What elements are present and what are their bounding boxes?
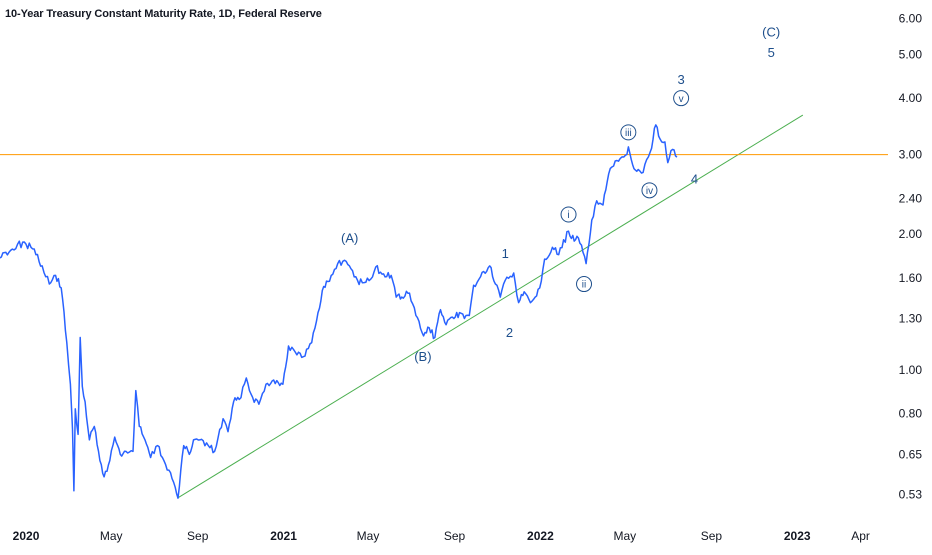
wave-label: iv — [646, 186, 653, 197]
trendline — [177, 114, 804, 499]
y-tick-label: 0.53 — [899, 487, 923, 501]
y-tick-label: 0.65 — [899, 447, 923, 461]
y-tick-label: 1.30 — [899, 312, 923, 326]
y-tick-label: 0.80 — [899, 407, 923, 421]
x-tick-label: May — [357, 529, 380, 543]
x-tick-label: Sep — [701, 529, 723, 543]
wave-label: 1 — [502, 246, 509, 261]
y-tick-label: 6.00 — [899, 12, 923, 26]
wave-label: (A) — [341, 231, 358, 246]
wave-label: iii — [625, 128, 632, 139]
wave-label: ii — [582, 280, 586, 291]
wave-label-circle — [673, 90, 690, 107]
x-tick-label: May — [100, 529, 123, 543]
x-tick-label: 2021 — [270, 529, 297, 543]
y-tick-label: 1.00 — [899, 363, 923, 377]
wave-label: 2 — [506, 325, 513, 340]
wave-label: v — [679, 94, 684, 105]
x-tick-label: Sep — [444, 529, 466, 543]
x-tick-label: May — [614, 529, 637, 543]
y-tick-label: 4.00 — [899, 91, 923, 105]
y-tick-label: 3.00 — [899, 148, 923, 162]
wave-label: (B) — [414, 349, 431, 364]
wave-label: (C) — [762, 25, 780, 40]
y-tick-label: 2.00 — [899, 227, 923, 241]
wave-label: 5 — [768, 45, 775, 60]
wave-label-circle — [576, 276, 593, 293]
y-tick-label: 1.60 — [899, 271, 923, 285]
x-tick-label: Apr — [851, 529, 870, 543]
y-tick-label: 2.40 — [899, 191, 923, 205]
x-tick-label: 2023 — [784, 529, 811, 543]
x-tick-label: 2020 — [13, 529, 40, 543]
chart-title: 10-Year Treasury Constant Maturity Rate,… — [5, 8, 322, 20]
wave-label-circle — [620, 124, 637, 141]
wave-label: 4 — [691, 171, 698, 186]
wave-label: i — [567, 210, 569, 221]
wave-label-circle — [641, 182, 658, 199]
x-tick-label: Sep — [187, 529, 209, 543]
wave-label: 3 — [678, 72, 685, 87]
series-line[interactable] — [0, 124, 678, 499]
y-tick-label: 5.00 — [899, 47, 923, 61]
wave-label-circle — [560, 206, 577, 223]
x-tick-label: 2022 — [527, 529, 554, 543]
